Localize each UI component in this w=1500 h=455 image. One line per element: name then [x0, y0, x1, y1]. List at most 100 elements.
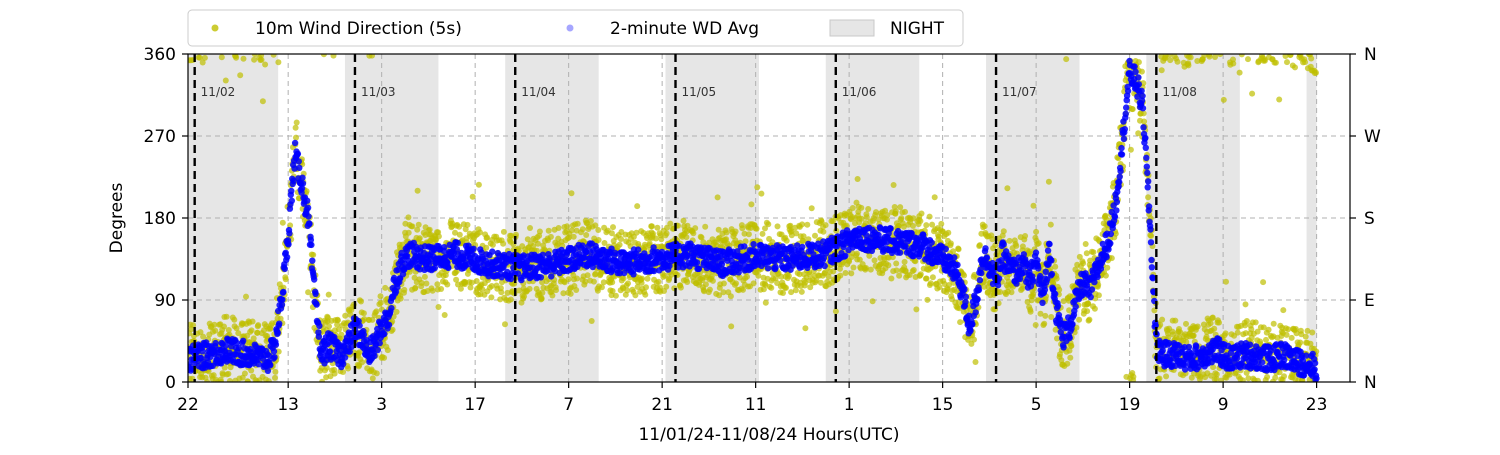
data-point — [1092, 306, 1098, 312]
data-point — [1067, 335, 1073, 341]
data-point — [936, 234, 942, 240]
data-point — [1064, 361, 1070, 367]
data-point — [1109, 255, 1115, 261]
data-point — [945, 230, 951, 236]
data-point — [625, 280, 631, 286]
data-point — [1086, 317, 1092, 323]
data-point — [667, 221, 673, 227]
data-point — [739, 225, 745, 231]
data-point — [918, 271, 924, 277]
data-point — [1039, 300, 1045, 306]
data-point — [609, 279, 615, 285]
data-point — [820, 229, 826, 235]
data-point — [1042, 287, 1048, 293]
data-point — [1063, 56, 1069, 62]
data-point — [1210, 315, 1216, 321]
data-point — [231, 317, 237, 323]
data-point — [267, 362, 273, 368]
data-point — [1045, 247, 1051, 253]
data-point — [751, 280, 757, 286]
data-point — [989, 236, 995, 242]
data-point — [591, 279, 597, 285]
data-point — [1297, 340, 1303, 346]
data-point — [479, 286, 485, 292]
data-point — [894, 267, 900, 273]
data-point — [243, 294, 249, 300]
data-point — [754, 184, 760, 190]
data-point — [1080, 260, 1086, 266]
data-point — [1281, 373, 1287, 379]
data-point — [1096, 292, 1102, 298]
data-point — [310, 252, 316, 258]
data-point — [1148, 233, 1154, 239]
data-point — [649, 223, 655, 229]
data-point — [415, 188, 421, 194]
data-point — [897, 250, 903, 256]
data-point — [630, 271, 636, 277]
data-point — [568, 291, 574, 297]
data-point — [595, 227, 601, 233]
data-point — [928, 280, 934, 286]
data-point — [489, 248, 495, 254]
data-point — [858, 205, 864, 211]
data-point — [902, 259, 908, 265]
data-point — [681, 218, 687, 224]
data-point — [548, 273, 554, 279]
data-point — [1034, 257, 1040, 263]
data-point — [1130, 374, 1136, 380]
data-point — [280, 289, 286, 295]
data-point — [974, 296, 980, 302]
data-point — [272, 369, 278, 375]
data-point — [378, 300, 384, 306]
data-point — [283, 276, 289, 282]
data-point — [976, 287, 982, 293]
data-point — [200, 334, 206, 340]
data-point — [855, 176, 861, 182]
data-point — [1033, 229, 1039, 235]
data-point — [961, 286, 967, 292]
data-point — [634, 203, 640, 209]
data-point — [423, 281, 429, 287]
data-point — [1183, 321, 1189, 327]
data-point — [1052, 264, 1058, 270]
data-point — [470, 194, 476, 200]
data-point — [842, 253, 848, 259]
data-point — [893, 261, 899, 267]
data-point — [1055, 303, 1061, 309]
data-point — [1230, 61, 1236, 67]
data-point — [309, 258, 315, 264]
data-point — [441, 244, 447, 250]
data-point — [812, 233, 818, 239]
data-point — [707, 287, 713, 293]
data-point — [1139, 69, 1145, 75]
data-point — [212, 340, 218, 346]
data-point — [299, 175, 305, 181]
data-point — [1308, 56, 1314, 62]
data-point — [1104, 265, 1110, 271]
data-point — [868, 267, 874, 273]
data-point — [1253, 319, 1259, 325]
data-point — [225, 371, 231, 377]
data-point — [664, 231, 670, 237]
data-point — [1313, 70, 1319, 76]
data-point — [969, 321, 975, 327]
data-point — [1175, 59, 1181, 65]
data-point — [645, 276, 651, 282]
data-point — [1191, 333, 1197, 339]
data-point — [1243, 301, 1249, 307]
data-point — [621, 275, 627, 281]
data-point — [386, 322, 392, 328]
data-point — [765, 265, 771, 271]
data-point — [242, 371, 248, 377]
data-point — [1266, 327, 1272, 333]
data-point — [1188, 54, 1194, 60]
data-point — [758, 191, 764, 197]
data-point — [1172, 318, 1178, 324]
data-point — [401, 287, 407, 293]
data-point — [1022, 233, 1028, 239]
data-point — [872, 257, 878, 263]
data-point — [539, 290, 545, 296]
data-point — [316, 334, 322, 340]
data-point — [406, 230, 412, 236]
data-point — [897, 204, 903, 210]
